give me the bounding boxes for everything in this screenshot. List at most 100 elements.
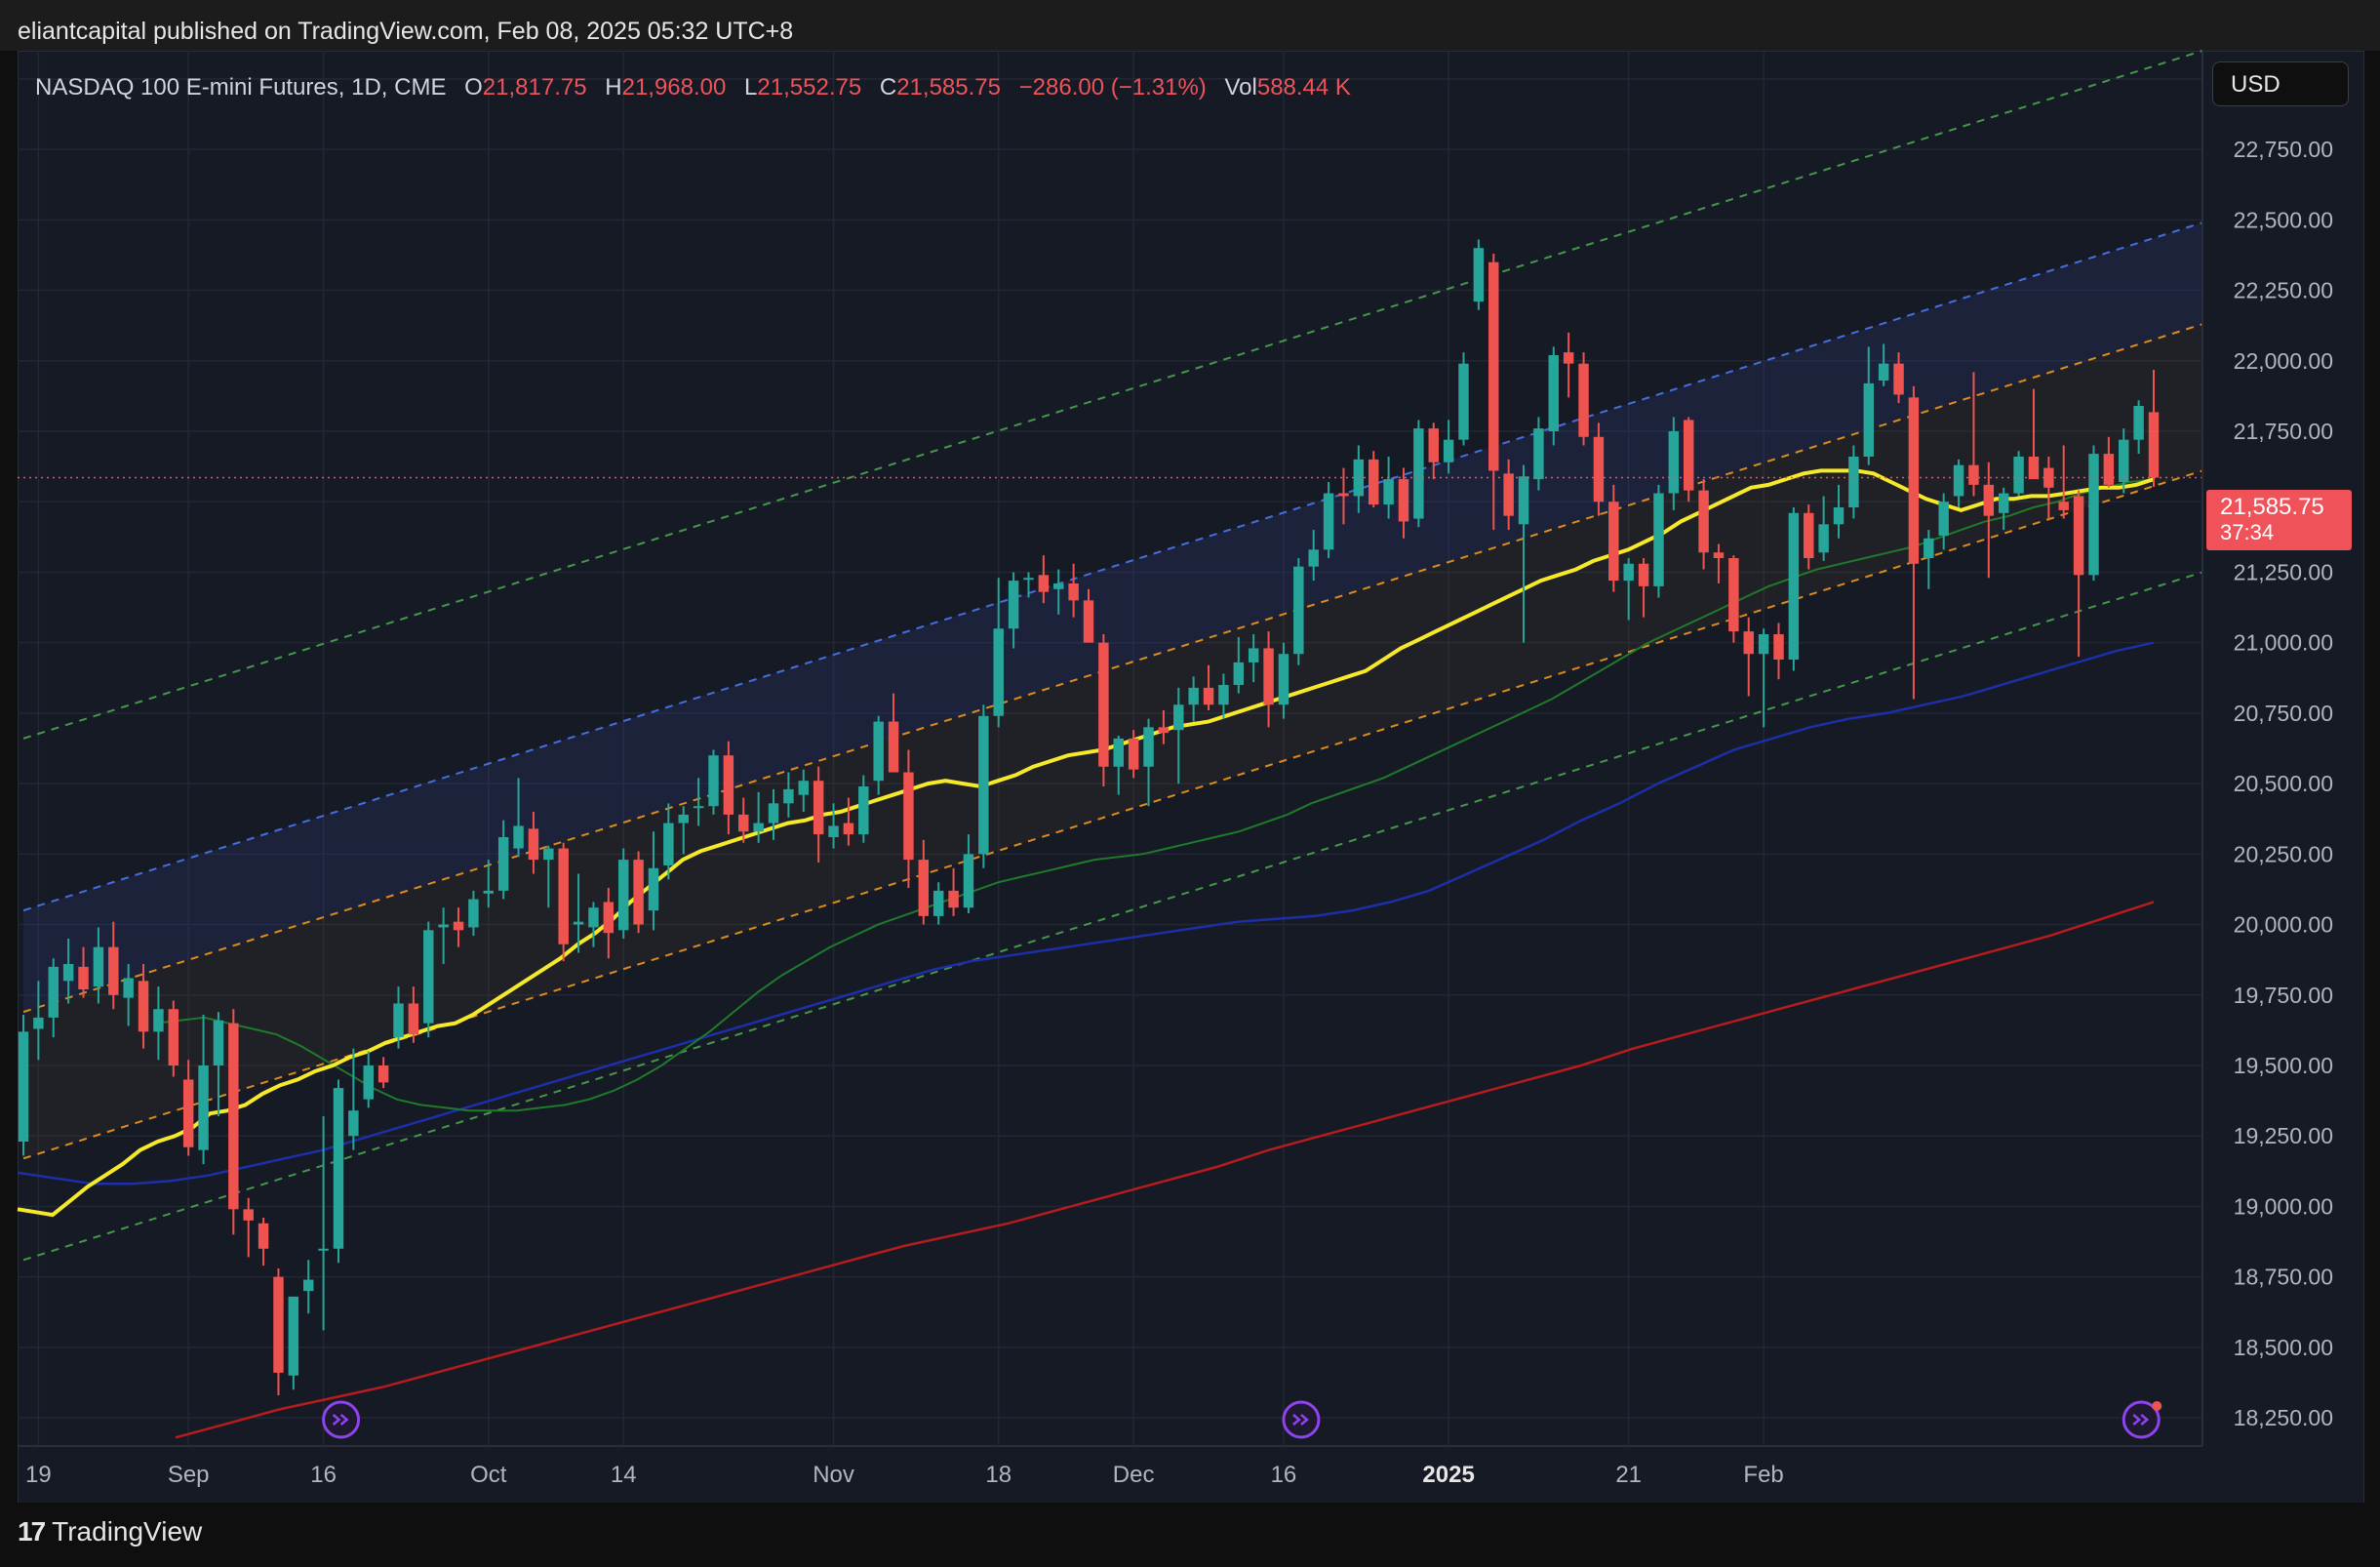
candle-body [1698,490,1709,553]
time-tick-label: 14 [611,1462,637,1488]
candle-down [1503,459,1514,531]
candle-down [918,839,930,925]
candle-body [1203,687,1214,705]
candle-body [1788,512,1800,660]
candle-body [408,1003,419,1035]
candle-body [168,1009,179,1065]
earnings-flash-icon[interactable] [2122,1400,2161,1439]
candle-down [1263,631,1274,728]
candle-body [483,890,495,894]
candle-down [1578,352,1589,446]
time-tick-label: 16 [1271,1462,1297,1488]
candle-down [1083,588,1094,643]
candle-body [1593,436,1605,502]
candle-down [558,842,569,962]
price-tick-label: 19,750.00 [2234,983,2333,1008]
candle-up [1998,487,2009,531]
candle-up [1953,459,1964,507]
candle-down [1804,504,1814,570]
candle-up [648,831,659,931]
candle-down [1128,730,1139,779]
candle-body [663,823,674,865]
candle-body [1368,459,1379,505]
candle-body [753,823,764,832]
candle-body [873,721,884,782]
price-tick-label: 22,750.00 [2234,137,2333,162]
candle-body [1098,642,1109,767]
economic-event-icon[interactable] [1282,1400,1321,1439]
candle-down [408,986,419,1043]
candle-body [2148,412,2160,478]
chart-panel[interactable] [18,51,2364,1504]
tradingview-logo-icon: 17 [18,1516,46,1547]
bar-countdown: 37:34 [2220,520,2275,544]
candle-up [1924,530,1934,589]
symbol-name: NASDAQ 100 E-mini Futures, 1D, CME [35,74,447,100]
candle-up [798,769,810,812]
time-tick-label: Dec [1113,1462,1155,1488]
price-chart[interactable]: 18,250.00 18,500.00 18,750.00 19,000.00 19,2… [0,0,2380,1503]
candle-body [798,781,810,795]
candle-up [1053,569,1064,615]
open-label: O [464,74,483,100]
price-tick-label: 22,500.00 [2234,207,2333,232]
candle-body [1008,581,1019,629]
currency-button[interactable]: USD [2212,61,2349,106]
symbol-legend: NASDAQ 100 E-mini Futures, 1D, CME O21,8… [35,74,1351,101]
candle-up [48,958,59,1038]
tradingview-logo[interactable]: 17 TradingView [18,1516,202,1547]
candle-body [648,867,659,911]
time-tick-label: Nov [813,1462,854,1488]
candle-body [1248,648,1259,663]
candle-body [48,966,59,1018]
candle-body [2073,496,2084,576]
candle-up [663,803,674,880]
candlesticks [18,239,2202,1395]
candle-body [528,828,539,861]
candle-body [1113,738,1124,767]
time-tick-label: Feb [1743,1462,1783,1488]
ema-slow-line [17,641,2155,1185]
high-label: H [605,74,622,100]
candle-up [348,1048,359,1150]
economic-event-icon[interactable] [322,1400,361,1439]
candle-up [1458,352,1469,446]
candle-body [1983,484,1995,516]
candle-down [528,812,539,874]
candle-up [1623,558,1634,621]
candle-body [1728,558,1739,632]
candle-down [2073,490,2084,658]
candle-body [1218,685,1229,705]
channel-upper-outer [22,50,2203,740]
price-tick-label: 19,250.00 [2234,1123,2333,1148]
candle-up [1443,420,1454,474]
price-tick-label: 22,000.00 [2234,348,2333,374]
candle-up [423,921,434,1038]
candle-body [348,1110,359,1137]
candle-body [393,1003,404,1038]
candle-down [108,921,119,1010]
candle-body [1833,507,1844,525]
candle-body [273,1276,284,1373]
candle-body [843,823,854,835]
candle-body [978,715,989,855]
low-label: L [744,74,758,100]
channel-upper-mid [22,221,2203,912]
candle-up [483,860,495,908]
candle-body [993,628,1004,716]
price-tick-label: 20,000.00 [2234,912,2333,938]
candle-body [633,860,644,925]
candle-down [738,797,749,843]
price-tick-label: 20,750.00 [2234,701,2333,726]
candle-up [1878,343,1889,386]
candle-body [573,921,584,925]
candle-up [573,873,584,953]
high-value: 21,968.00 [621,74,727,100]
channel-fill-mid [23,324,2202,1159]
candle-down [168,1000,179,1077]
candle-up [513,778,524,858]
candle-body [1533,428,1544,480]
candle-up [978,704,989,868]
candle-body [1503,473,1514,516]
candle-body [1293,566,1304,655]
